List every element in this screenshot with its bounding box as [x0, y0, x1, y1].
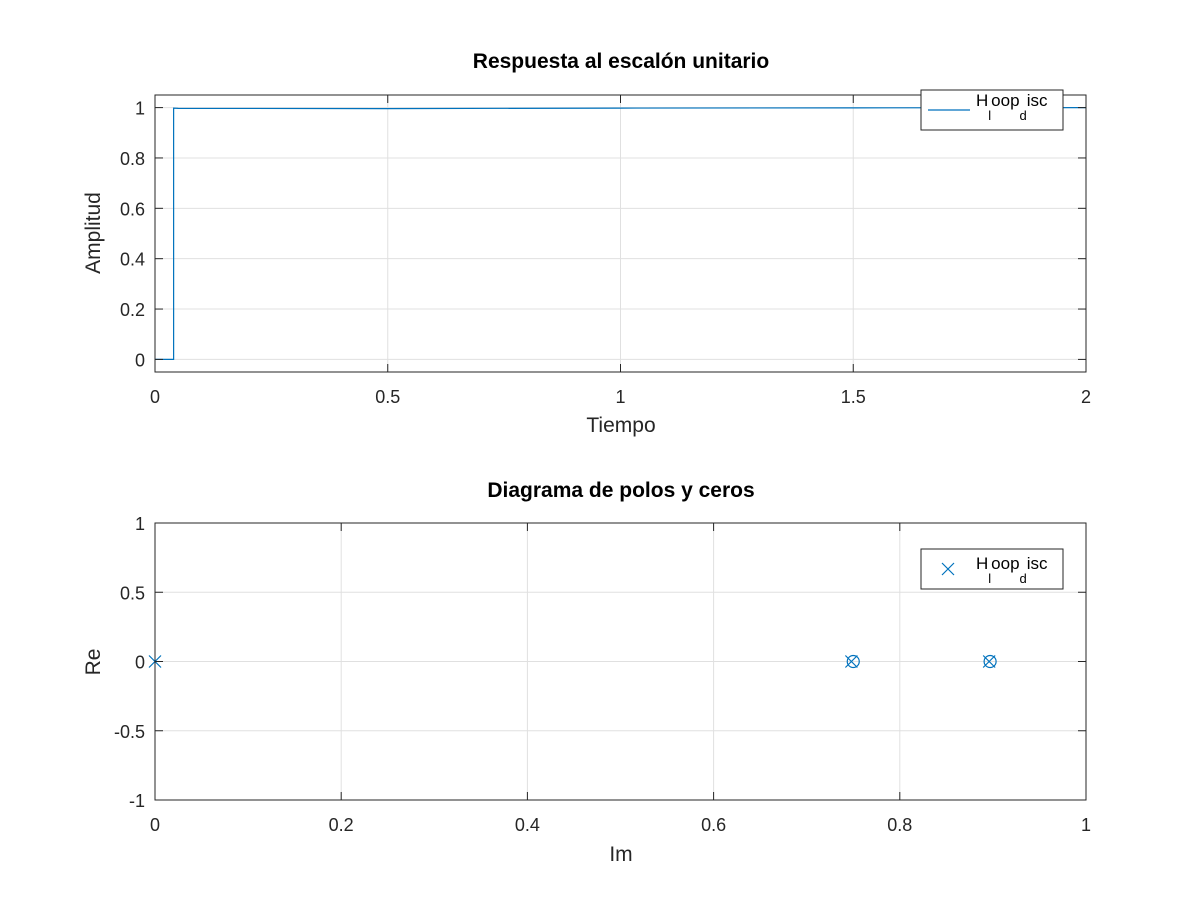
- step-response-series: [155, 106, 1087, 361]
- y-tick-label: 0.6: [120, 199, 145, 219]
- legend-label: Hloopdisc: [976, 554, 1048, 586]
- step-response-grid: [154, 95, 1087, 372]
- x-tick-label: 1.5: [841, 387, 866, 407]
- x-tick-label: 0.5: [375, 387, 400, 407]
- legend-x-glyph: [941, 562, 955, 576]
- y-tick-label: 0: [135, 350, 145, 370]
- x-tick-label: 0.8: [887, 815, 912, 835]
- step-response-ticks: 0 0.5 1 1.5 2 0 0.2 0.4 0.6 0.8 1: [120, 95, 1091, 407]
- pole-zero-xlabel: Im: [609, 843, 632, 866]
- step-response-plot: Respuesta al escalón unitario 0 0.5 1 1.5 20…: [82, 50, 1091, 437]
- x-tick-label: 0: [150, 387, 160, 407]
- pole-zero-ylabel: Re: [82, 649, 105, 676]
- x-tick-label: 0: [150, 815, 160, 835]
- x-tick-label: 0.6: [701, 815, 726, 835]
- x-tick-label: 1: [1081, 815, 1091, 835]
- x-tick-label: 1: [615, 387, 625, 407]
- pole-zero-plot: Diagrama de polos y ceros 0 0.2 0.4 0.6 0.8 1…: [82, 479, 1091, 866]
- legend-x-marker: [941, 562, 955, 576]
- step-response-xlabel: Tiempo: [586, 414, 655, 437]
- y-tick-label: 1: [135, 514, 145, 534]
- step-response-legend: Hloopdisc: [920, 89, 1064, 131]
- y-tick-label: 1: [135, 99, 145, 119]
- zero-marker: [983, 654, 997, 669]
- y-tick-label: 0: [135, 653, 145, 673]
- pole-zero-legend: Hloopdisc: [920, 548, 1064, 590]
- pole-zero-ticks: 0 0.2 0.4 0.6 0.8 1 -1 -0.5 0 0.5 1: [114, 514, 1091, 835]
- y-tick-label: 0.8: [120, 149, 145, 169]
- legend-label: Hloopdisc: [976, 91, 1048, 123]
- step-response-title: Respuesta al escalón unitario: [473, 50, 769, 73]
- step-response-line: [155, 106, 1087, 361]
- y-tick-label: 0.4: [120, 250, 145, 270]
- step-response-ylabel: Amplitud: [82, 192, 105, 274]
- x-tick-label: 0.4: [515, 815, 540, 835]
- y-tick-label: 0.2: [120, 300, 145, 320]
- pole-zero-markers: [148, 654, 997, 669]
- zero-marker: [846, 654, 860, 669]
- legend-box: [920, 89, 1064, 131]
- pole-zero-title: Diagrama de polos y ceros: [487, 479, 754, 502]
- y-tick-label: -0.5: [114, 722, 145, 742]
- legend-box: [920, 548, 1064, 590]
- y-tick-label: 0.5: [120, 583, 145, 603]
- pole-marker: [844, 655, 858, 668]
- x-tick-label: 2: [1081, 387, 1091, 407]
- y-tick-label: -1: [129, 791, 145, 811]
- x-tick-label: 0.2: [329, 815, 354, 835]
